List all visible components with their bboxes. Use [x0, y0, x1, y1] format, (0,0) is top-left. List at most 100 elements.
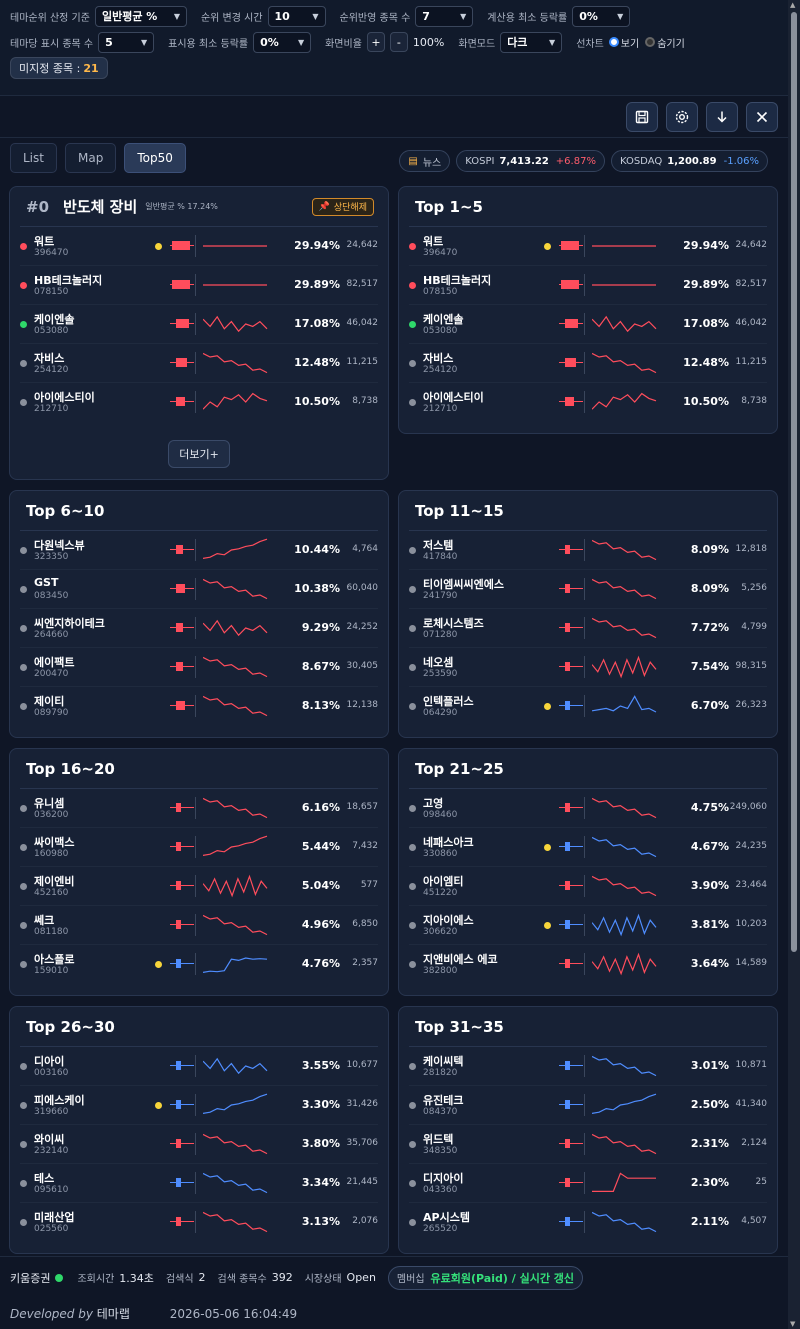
- download-button[interactable]: [706, 101, 738, 132]
- stock-row[interactable]: 다원넥스뷰 323350 10.44% 4,764: [20, 531, 378, 570]
- rank-change-time-select[interactable]: 10 ▼: [267, 5, 326, 27]
- screen-mode-select[interactable]: 다크 ▼: [500, 31, 563, 53]
- group-card-header: Top 31~35: [409, 1007, 767, 1047]
- tab-top50[interactable]: Top50: [124, 143, 186, 173]
- stock-row[interactable]: 디아이 003160 3.55% 10,677: [20, 1047, 378, 1086]
- sparkline-chart: [592, 1172, 656, 1192]
- stock-row[interactable]: 아이엠티 451220 3.90% 23,464: [409, 867, 767, 906]
- stock-row[interactable]: 로체시스템즈 071280 7.72% 4,799: [409, 609, 767, 648]
- line-chart-hide-radio[interactable]: 숨기기: [645, 35, 685, 50]
- scrollbar-thumb[interactable]: [791, 12, 797, 952]
- change-rate: 6.70%: [690, 699, 729, 712]
- trade-volume: 60,040: [346, 583, 379, 593]
- stock-row[interactable]: 에이팩트 200470 8.67% 30,405: [20, 648, 378, 687]
- stock-row[interactable]: 워트 396470 29.94% 24,642: [20, 227, 378, 266]
- stock-row[interactable]: 지아이에스 306620 3.81% 10,203: [409, 906, 767, 945]
- stock-row[interactable]: 자비스 254120 12.48% 11,215: [20, 344, 378, 383]
- stock-row[interactable]: 케이엔솔 053080 17.08% 46,042: [20, 305, 378, 344]
- stock-row[interactable]: 씨엔지하이테크 264660 9.29% 24,252: [20, 609, 378, 648]
- stock-row[interactable]: 디지아이 043360 2.30% 25: [409, 1164, 767, 1203]
- change-rate: 10.50%: [294, 395, 340, 408]
- stock-row[interactable]: 케이엔솔 053080 17.08% 46,042: [409, 305, 767, 344]
- stock-name: 고영: [423, 797, 444, 810]
- trade-volume: 82,517: [735, 279, 768, 289]
- scroll-down-icon[interactable]: ▼: [790, 1320, 796, 1328]
- stock-row[interactable]: 아이에스티이 212710 10.50% 8,738: [409, 383, 767, 422]
- pin-top-button[interactable]: 📌 상단해제: [311, 197, 374, 216]
- sparkline-path: [203, 797, 268, 819]
- stock-row[interactable]: 케이씨텍 281820 3.01% 10,871: [409, 1047, 767, 1086]
- stock-row[interactable]: 네오셈 253590 7.54% 98,315: [409, 648, 767, 687]
- tab-list[interactable]: List: [10, 143, 57, 173]
- stock-row[interactable]: 미래산업 025560 3.13% 2,076: [20, 1203, 378, 1242]
- market-indices: ▤ 뉴스 KOSPI 7,413.22 +6.87% KOSDAQ 1,200.89 -1…: [399, 150, 768, 172]
- stock-row[interactable]: 자비스 254120 12.48% 11,215: [409, 344, 767, 383]
- unassigned-stocks-badge[interactable]: 미지정 종목 :21: [10, 57, 108, 79]
- membership-badge[interactable]: 멤버십 유료회원(Paid) / 실시간 갱신: [387, 1265, 584, 1290]
- stock-row[interactable]: 쎄크 081180 4.96% 6,850: [20, 906, 378, 945]
- stock-row[interactable]: 유니셈 036200 6.16% 18,657: [20, 789, 378, 828]
- candle-wick: [170, 1143, 194, 1144]
- stock-name: 아스플로: [34, 953, 75, 966]
- stock-row[interactable]: HB테크놀러지 078150 29.89% 82,517: [409, 266, 767, 305]
- search-items-label: 검색 종목수: [217, 1274, 267, 1285]
- trade-volume: 25: [755, 1177, 767, 1187]
- status-dot-icon: [20, 1141, 27, 1148]
- group-card-header: Top 11~15: [409, 491, 767, 531]
- news-button[interactable]: ▤ 뉴스: [399, 150, 451, 172]
- stock-code: 083450: [34, 591, 69, 601]
- stock-row[interactable]: 아스플로 159010 4.76% 2,357: [20, 945, 378, 984]
- stock-name: 에이팩트: [34, 656, 75, 669]
- trade-volume: 8,738: [352, 396, 378, 406]
- candle-mini-chart: [170, 352, 196, 374]
- sparkline-path: [203, 914, 268, 936]
- tab-map[interactable]: Map: [64, 143, 117, 173]
- stock-row[interactable]: 싸이맥스 160980 5.44% 7,432: [20, 828, 378, 867]
- stock-row[interactable]: 테스 095610 3.34% 21,445: [20, 1164, 378, 1203]
- zoom-out-button[interactable]: -: [389, 32, 408, 52]
- stock-row[interactable]: 저스템 417840 8.09% 12,818: [409, 531, 767, 570]
- stock-row[interactable]: 피에스케이 319660 3.30% 31,426: [20, 1086, 378, 1125]
- stock-row[interactable]: 고영 098460 4.75% 249,060: [409, 789, 767, 828]
- change-rate: 10.50%: [683, 395, 729, 408]
- stock-row[interactable]: 지앤비에스 에코 382800 3.64% 14,589: [409, 945, 767, 984]
- rank-reflect-count-select[interactable]: 7 ▼: [415, 5, 474, 27]
- stock-row[interactable]: 티이엠씨씨엔에스 241790 8.09% 5,256: [409, 570, 767, 609]
- stock-row[interactable]: 유진테크 084370 2.50% 41,340: [409, 1086, 767, 1125]
- stock-row[interactable]: 워트 396470 29.94% 24,642: [409, 227, 767, 266]
- per-theme-count-select[interactable]: 5 ▼: [98, 31, 155, 53]
- stock-row[interactable]: 네패스아크 330860 4.67% 24,235: [409, 828, 767, 867]
- change-rate: 2.31%: [690, 1137, 729, 1150]
- trade-volume: 2,124: [741, 1138, 767, 1148]
- per-theme-count-label: 테마당 표시 종목 수: [10, 38, 94, 50]
- stock-row[interactable]: 와이씨 232140 3.80% 35,706: [20, 1125, 378, 1164]
- stock-row[interactable]: 제이티 089790 8.13% 12,138: [20, 687, 378, 726]
- zoom-in-button[interactable]: +: [366, 32, 385, 52]
- display-min-rate-select[interactable]: 0% ▼: [253, 31, 312, 53]
- stock-row[interactable]: GST 083450 10.38% 60,040: [20, 570, 378, 609]
- stock-row[interactable]: 인텍플러스 064290 6.70% 26,323: [409, 687, 767, 726]
- settings-button[interactable]: [666, 101, 698, 132]
- trade-volume: 12,818: [735, 544, 768, 554]
- group-card-top11-15: Top 11~15 저스템 417840 8.09% 12,818 티이엠씨씨엔에스 24…: [398, 490, 778, 738]
- sparkline-path: [592, 797, 657, 819]
- candle-mini-chart: [559, 274, 585, 296]
- stock-row[interactable]: HB테크놀러지 078150 29.89% 82,517: [20, 266, 378, 305]
- theme-rank-basis-select[interactable]: 일반평균 % ▼: [94, 5, 187, 27]
- candle-mini-chart: [170, 836, 196, 858]
- line-chart-show-radio[interactable]: 보기: [608, 35, 639, 50]
- stock-row[interactable]: AP시스템 265520 2.11% 4,507: [409, 1203, 767, 1242]
- stock-row[interactable]: 아이에스티이 212710 10.50% 8,738: [20, 383, 378, 422]
- calc-min-rate-select[interactable]: 0% ▼: [572, 5, 631, 27]
- candle-bar: [176, 319, 189, 328]
- group-card-header: Top 26~30: [20, 1007, 378, 1047]
- stock-code: 452160: [34, 888, 69, 898]
- close-button[interactable]: [746, 101, 778, 132]
- save-button[interactable]: [626, 101, 658, 132]
- search-count-value: 2: [198, 1271, 206, 1284]
- show-more-button[interactable]: 더보기+: [168, 440, 230, 468]
- scroll-up-icon[interactable]: ▲: [790, 1, 796, 9]
- stock-row[interactable]: 위드텍 348350 2.31% 2,124: [409, 1125, 767, 1164]
- scrollbar[interactable]: ▲ ▼: [788, 0, 800, 1329]
- stock-row[interactable]: 제이엔비 452160 5.04% 577: [20, 867, 378, 906]
